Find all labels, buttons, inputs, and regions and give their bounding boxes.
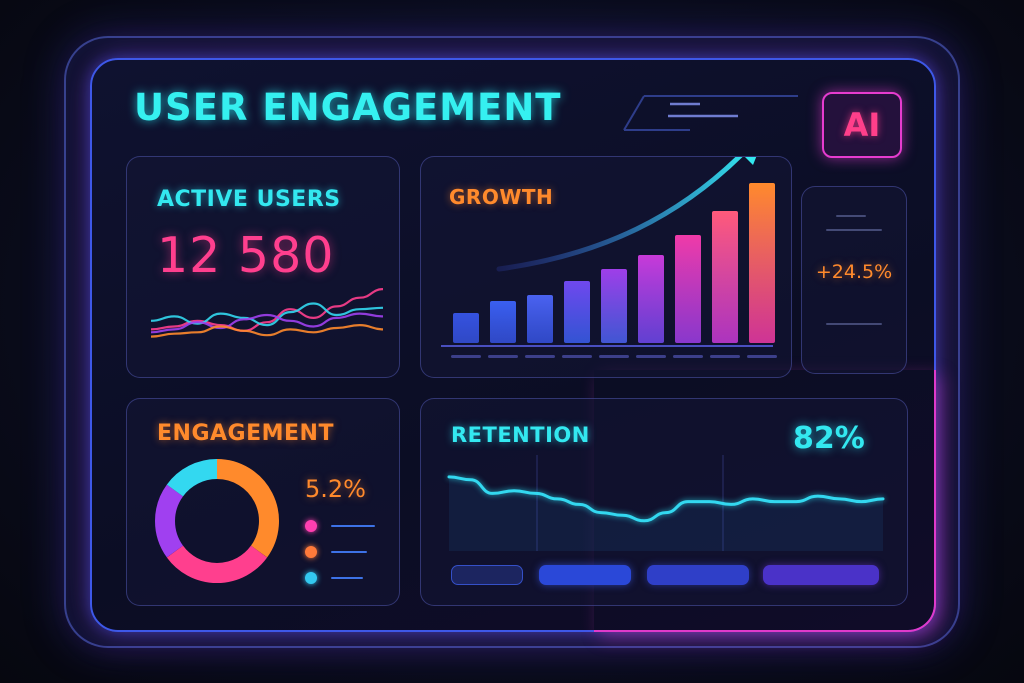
legend-dot-pink bbox=[305, 520, 317, 532]
growth-tick bbox=[673, 355, 703, 358]
retention-label: RETENTION bbox=[451, 423, 590, 447]
legend-dot-orange bbox=[305, 546, 317, 558]
growth-bar bbox=[675, 235, 701, 343]
retention-value: 82% bbox=[793, 421, 865, 456]
active-users-value: 12 580 bbox=[157, 227, 335, 284]
growth-label: GROWTH bbox=[449, 185, 554, 209]
trend-arrow-head bbox=[745, 157, 757, 165]
growth-tick bbox=[562, 355, 592, 358]
side-dash bbox=[836, 215, 866, 217]
growth-bar bbox=[712, 211, 738, 343]
growth-tick bbox=[525, 355, 555, 358]
engagement-label: ENGAGEMENT bbox=[157, 421, 334, 446]
active-users-card[interactable]: ACTIVE USERS 12 580 bbox=[126, 156, 400, 378]
growth-change-value: +24.5% bbox=[815, 261, 893, 283]
growth-card[interactable]: GROWTH bbox=[420, 156, 792, 378]
active-users-label: ACTIVE USERS bbox=[157, 187, 341, 212]
legend-line bbox=[331, 525, 375, 527]
donut-slice bbox=[216, 459, 279, 558]
retention-range-button[interactable] bbox=[451, 565, 523, 585]
page-title: USER ENGAGEMENT bbox=[134, 86, 562, 129]
growth-bar bbox=[527, 295, 553, 343]
growth-bar bbox=[601, 269, 627, 343]
growth-bar bbox=[749, 183, 775, 343]
legend-dot-cyan bbox=[305, 572, 317, 584]
growth-tick bbox=[747, 355, 777, 358]
side-dash bbox=[826, 229, 882, 231]
donut-slice bbox=[166, 545, 268, 583]
retention-line bbox=[447, 475, 885, 523]
growth-bar bbox=[490, 301, 516, 343]
legend-item bbox=[305, 571, 385, 585]
growth-change-card[interactable]: +24.5% bbox=[801, 186, 907, 374]
trend-arrow-icon bbox=[496, 157, 743, 272]
header-decoration bbox=[623, 95, 798, 131]
growth-tick bbox=[451, 355, 481, 358]
active-users-sparkline bbox=[150, 288, 384, 338]
retention-card[interactable]: RETENTION 82% bbox=[420, 398, 908, 606]
engagement-value: 5.2% bbox=[305, 475, 366, 503]
retention-range-button[interactable] bbox=[763, 565, 879, 585]
legend-line bbox=[331, 577, 363, 579]
donut-slice bbox=[155, 484, 184, 558]
growth-bar bbox=[564, 281, 590, 343]
growth-tick bbox=[488, 355, 518, 358]
retention-line-chart bbox=[447, 455, 885, 551]
engagement-donut-chart bbox=[155, 459, 279, 583]
growth-bar bbox=[638, 255, 664, 343]
legend-item bbox=[305, 519, 385, 533]
legend-line bbox=[331, 551, 367, 553]
sparkline-series-1 bbox=[150, 302, 384, 327]
growth-tick bbox=[599, 355, 629, 358]
donut-slice bbox=[166, 459, 218, 497]
growth-bar-chart bbox=[441, 157, 777, 358]
side-dash bbox=[826, 323, 882, 325]
sparkline-series-2 bbox=[150, 312, 384, 334]
retention-range-button[interactable] bbox=[539, 565, 631, 585]
legend-item bbox=[305, 545, 385, 559]
retention-range-button[interactable] bbox=[647, 565, 749, 585]
engagement-card[interactable]: ENGAGEMENT 5.2% bbox=[126, 398, 400, 606]
growth-tick bbox=[710, 355, 740, 358]
ai-badge-icon[interactable]: AI bbox=[822, 92, 902, 158]
growth-tick bbox=[636, 355, 666, 358]
sparkline-series-3 bbox=[150, 323, 384, 338]
growth-bar bbox=[453, 313, 479, 343]
